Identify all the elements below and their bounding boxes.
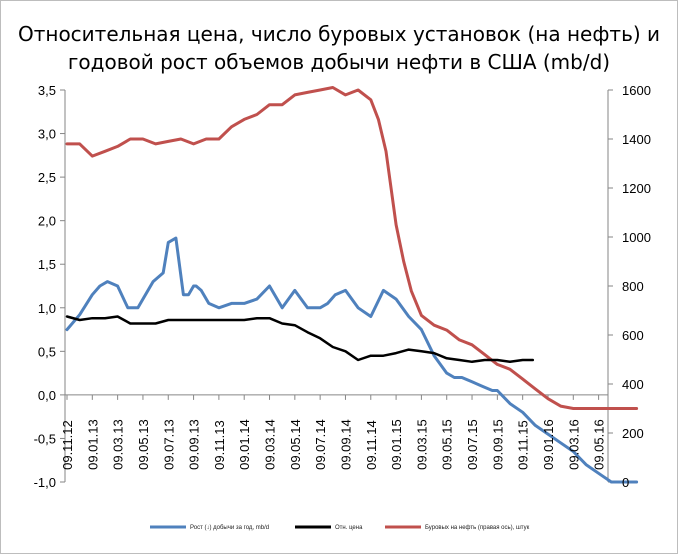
x-tick-label: 09.03.14 [263, 419, 278, 470]
y-left-tick-label: 3,5 [38, 83, 56, 98]
x-tick-label: 09.01.13 [85, 419, 100, 470]
x-tick-label: 09.01.14 [237, 419, 252, 470]
axes [60, 89, 613, 483]
x-tick-label: 09.11.12 [60, 420, 75, 470]
y-right-tick-label: 200 [622, 426, 644, 441]
x-tick-label: 09.07.13 [161, 419, 176, 470]
y-left-tick-label: 0,0 [38, 388, 56, 403]
chart-title-line-2: годовой рост объемов добычи нефти в США … [67, 50, 611, 74]
y-right-tick-label: 1600 [622, 83, 651, 98]
x-tick-label: 09.07.14 [313, 419, 328, 470]
y-left-tick-label: 2,0 [38, 214, 56, 229]
x-tick-label: 09.01.16 [541, 419, 556, 470]
series-lines [65, 86, 639, 484]
x-tick-label: 09.01.15 [389, 419, 404, 470]
y-left-tick-label: 1,5 [38, 257, 56, 272]
y-left-tick-label: 0,5 [38, 344, 56, 359]
y-left-tick-label: 3,0 [38, 127, 56, 142]
x-tick-label: 09.03.13 [111, 419, 126, 470]
x-tick-label: 09.03.15 [414, 419, 429, 470]
x-tick-label: 09.07.15 [465, 419, 480, 470]
y-right-tick-label: 600 [622, 328, 644, 343]
x-tick-label: 09.09.15 [490, 419, 505, 470]
x-tick-label: 09.05.15 [440, 419, 455, 470]
y-left-tick-label: -1,0 [34, 475, 56, 490]
x-tick-label: 09.11.14 [364, 420, 379, 470]
y-right-tick-label: 0 [622, 475, 629, 490]
chart-title-line-1: Относительная цена, число буровых устано… [17, 22, 661, 46]
y-left-tick-label: -0,5 [34, 431, 56, 446]
chart-title: Относительная цена, число буровых устано… [0, 20, 678, 76]
legend: Рост (↓) добычи за год, mb/d Отн. цена Бур… [150, 525, 530, 531]
tick-labels: -1,0 -0,5 0,0 0,5 1,0 1,5 2,0 2,5 3,0 3,5 0 200 400 6… [34, 83, 651, 490]
series-line-3 [65, 86, 639, 410]
x-tick-label: 09.11.15 [516, 420, 531, 470]
legend-label-1: Рост (↓) добычи за год, mb/d [190, 525, 269, 531]
x-tick-label: 09.05.13 [136, 419, 151, 470]
y-left-tick-label: 2,5 [38, 170, 56, 185]
legend-label-2: Отн. цена [335, 525, 363, 531]
x-tick-label: 09.09.14 [338, 419, 353, 470]
legend-label-3: Буровых на нефть (правая ось), штук [425, 525, 530, 531]
y-right-tick-label: 800 [622, 279, 644, 294]
y-right-tick-label: 1400 [622, 132, 651, 147]
x-tick-label: 09.03.16 [566, 419, 581, 470]
y-right-tick-label: 1000 [622, 230, 651, 245]
y-right-tick-label: 400 [622, 377, 644, 392]
y-right-tick-label: 1200 [622, 181, 651, 196]
x-tick-label: 09.05.16 [592, 419, 607, 470]
x-tick-label: 09.05.14 [288, 419, 303, 470]
x-tick-label: 09.09.13 [187, 419, 202, 470]
series-line-2 [65, 315, 535, 364]
series-line-1 [65, 236, 639, 484]
y-left-tick-label: 1,0 [38, 301, 56, 316]
x-tick-label: 09.11.13 [212, 420, 227, 470]
